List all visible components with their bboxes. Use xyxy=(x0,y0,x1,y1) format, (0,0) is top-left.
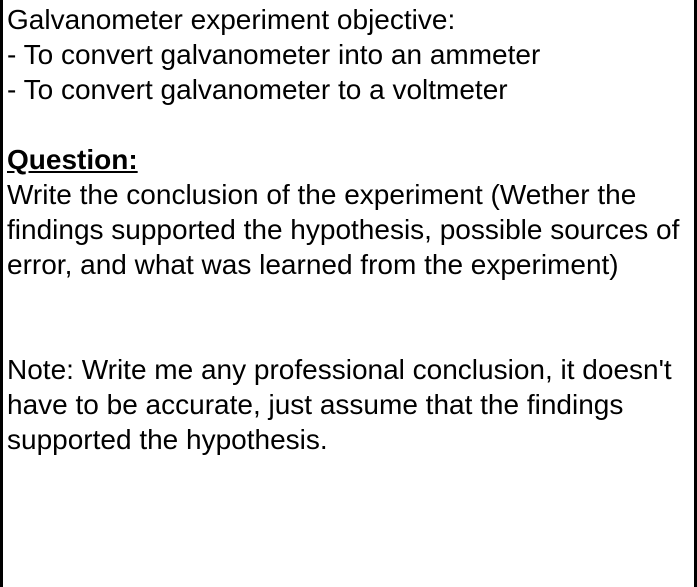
objective-item-2: - To convert galvanometer to a voltmeter xyxy=(7,72,690,107)
spacer xyxy=(7,107,690,142)
spacer-large xyxy=(7,282,690,352)
objective-title: Galvanometer experiment objective: xyxy=(7,2,690,37)
objective-item-1: - To convert galvanometer into an ammete… xyxy=(7,37,690,72)
question-text: Write the conclusion of the experiment (… xyxy=(7,177,690,282)
document-content: Galvanometer experiment objective: - To … xyxy=(7,2,690,457)
question-label: Question: xyxy=(7,144,138,175)
note-text: Note: Write me any professional conclusi… xyxy=(7,352,690,457)
